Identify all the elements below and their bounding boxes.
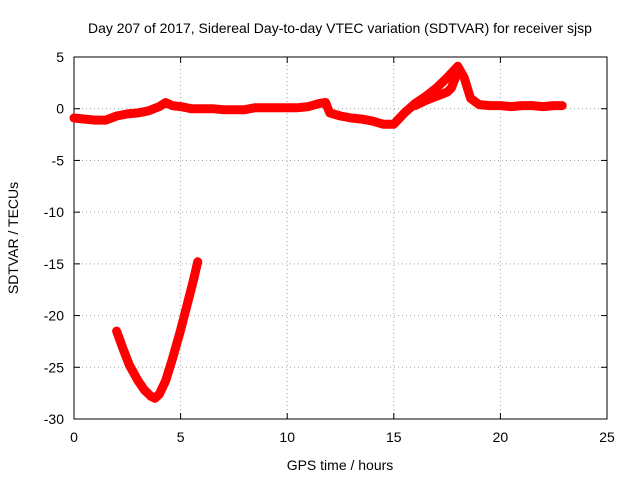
tick-layer: 0 5 10 15 20 25 5 0 -5 -10 -15 -20 -25 -30 — [44, 49, 615, 445]
data-point — [219, 105, 228, 114]
data-point — [283, 103, 292, 112]
data-point — [368, 117, 377, 126]
data-point — [168, 101, 177, 110]
data-point — [123, 109, 132, 118]
data-point — [411, 101, 420, 110]
data-point — [336, 111, 345, 120]
data-point — [91, 116, 100, 125]
data-point — [80, 115, 89, 124]
data-point — [357, 115, 366, 124]
x-tick-label: 25 — [599, 429, 615, 445]
data-point — [272, 103, 281, 112]
data-point — [466, 94, 475, 103]
y-tick-label: -25 — [44, 359, 64, 375]
y-tick-label: -5 — [52, 152, 65, 168]
data-point — [261, 103, 270, 112]
data-point — [400, 108, 409, 117]
x-tick-label: 0 — [70, 429, 78, 445]
data-point — [453, 67, 462, 76]
data-point — [432, 84, 441, 93]
data-point — [325, 108, 334, 117]
data-point — [549, 101, 558, 110]
data-point — [485, 101, 494, 110]
data-point — [304, 102, 313, 111]
y-tick-label: -20 — [44, 308, 64, 324]
data-point — [133, 376, 142, 385]
data-point — [443, 73, 452, 82]
data-point — [70, 114, 78, 123]
data-point — [379, 120, 388, 129]
series-layer — [69, 61, 567, 403]
data-point — [155, 390, 164, 399]
data-point — [189, 276, 198, 285]
data-point — [101, 116, 110, 125]
data-point — [315, 99, 324, 108]
data-point — [197, 104, 206, 113]
data-point — [193, 257, 202, 266]
data-point — [133, 108, 142, 117]
data-point — [517, 101, 526, 110]
data-point — [151, 394, 160, 403]
data-point — [112, 327, 121, 336]
y-tick-label: -30 — [44, 411, 64, 427]
data-point — [558, 101, 567, 110]
data-point — [144, 106, 153, 115]
data-point — [432, 92, 441, 101]
plot-frame — [73, 56, 608, 420]
data-point — [251, 103, 260, 112]
y-tick-label: -10 — [44, 204, 64, 220]
data-point — [161, 98, 170, 107]
series-line — [69, 61, 567, 129]
x-axis-label: GPS time / hours — [287, 457, 394, 473]
data-point — [293, 103, 302, 112]
y-tick-label: 5 — [56, 49, 64, 65]
data-point — [443, 88, 452, 97]
data-point — [321, 98, 330, 107]
data-point — [528, 101, 537, 110]
data-point — [496, 101, 505, 110]
data-point — [447, 84, 456, 93]
data-point — [125, 361, 134, 370]
data-point — [187, 104, 196, 113]
data-point — [539, 102, 548, 111]
x-tick-label: 5 — [177, 429, 185, 445]
data-point — [176, 326, 185, 335]
data-point — [460, 73, 469, 82]
data-point — [421, 96, 430, 105]
data-point — [182, 301, 191, 310]
chart-title: Day 207 of 2017, Sidereal Day-to-day VTE… — [88, 20, 592, 36]
data-point — [208, 104, 217, 113]
data-point — [240, 105, 249, 114]
x-tick-label: 20 — [493, 429, 509, 445]
data-point — [168, 356, 177, 365]
y-axis-label: SDTVAR / TECUs — [5, 182, 21, 294]
data-point — [176, 102, 185, 111]
x-tick-label: 15 — [386, 429, 402, 445]
data-point — [389, 120, 398, 129]
y-tick-label: 0 — [56, 101, 64, 117]
data-point — [146, 392, 155, 401]
data-point — [229, 105, 238, 114]
data-point — [155, 102, 164, 111]
series-2 — [112, 257, 203, 403]
series-line — [112, 257, 203, 403]
data-point — [140, 386, 149, 395]
series-1 — [410, 67, 463, 111]
x-tick-label: 10 — [279, 429, 295, 445]
data-point — [507, 102, 516, 111]
data-point — [119, 344, 128, 353]
y-tick-label: -15 — [44, 256, 64, 272]
series-0 — [69, 61, 567, 129]
data-point — [347, 114, 356, 123]
data-point — [112, 111, 121, 120]
data-point — [475, 100, 484, 109]
data-point — [161, 376, 170, 385]
